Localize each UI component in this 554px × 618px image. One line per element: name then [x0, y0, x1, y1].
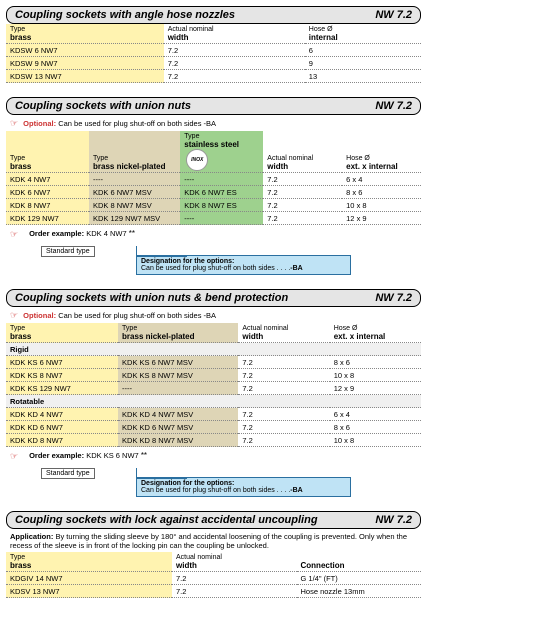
inox-icon: INOX	[186, 149, 208, 171]
table-row: KDK KS 129 NW7----7.212 x 9	[6, 382, 421, 395]
section-title: Coupling sockets with union nuts & bend …	[15, 292, 375, 304]
table-row: KDSW 9 NW77.29	[6, 57, 421, 70]
nw-badge: NW 7.2	[375, 100, 412, 112]
section-lock-uncoupling: Coupling sockets with lock against accid…	[6, 511, 548, 598]
table-row: KDK KS 6 NW7KDK KS 6 NW7 MSV7.28 x 6	[6, 356, 421, 369]
table-row: KDSW 13 NW77.213	[6, 70, 421, 83]
table-row: KDK KD 8 NW7KDK KD 8 NW7 MSV7.210 x 8	[6, 434, 421, 447]
optional-note: Optional: Can be used for plug shut-off …	[6, 118, 421, 129]
section-title: Coupling sockets with angle hose nozzles	[15, 9, 375, 21]
table-row: KDK 6 NW7KDK 6 NW7 MSVKDK 6 NW7 ES7.28 x…	[6, 186, 421, 199]
standard-type-box: Standard type	[41, 468, 95, 479]
table-angle-nozzles: Typebrass Actual nominalwidth Hose Øinte…	[6, 24, 421, 83]
optional-note: Optional: Can be used for plug shut-off …	[6, 310, 421, 321]
table-bend-protection: Typebrass Typebrass nickel-plated Actual…	[6, 323, 421, 447]
order-example: Order example: KDK KS 6 NW7 **	[10, 451, 421, 462]
table-row: KDK KS 8 NW7KDK KS 8 NW7 MSV7.210 x 8	[6, 369, 421, 382]
designation-box: Designation for the options: Can be used…	[136, 255, 351, 275]
nw-badge: NW 7.2	[375, 292, 412, 304]
designation-box: Designation for the options: Can be used…	[136, 477, 351, 497]
table-row: KDK 129 NW7KDK 129 NW7 MSV----7.212 x 9	[6, 212, 421, 225]
order-example: Order example: KDK 4 NW7 **	[10, 229, 421, 240]
section-title: Coupling sockets with lock against accid…	[15, 514, 375, 526]
section-header: Coupling sockets with union nuts & bend …	[6, 289, 421, 307]
section-union-nuts-bend: Coupling sockets with union nuts & bend …	[6, 289, 548, 497]
section-header: Coupling sockets with union nuts NW 7.2	[6, 97, 421, 115]
table-row: KDSW 6 NW77.26	[6, 44, 421, 57]
nw-badge: NW 7.2	[375, 9, 412, 21]
table-row: KDK KD 6 NW7KDK KD 6 NW7 MSV7.28 x 6	[6, 421, 421, 434]
table-lock: Typebrass Actual nominalwidth Connection…	[6, 552, 421, 598]
section-header: Coupling sockets with angle hose nozzles…	[6, 6, 421, 24]
table-row: KDK KD 4 NW7KDK KD 4 NW7 MSV7.26 x 4	[6, 408, 421, 421]
table-union-nuts: Typebrass Typebrass nickel-plated Typest…	[6, 131, 421, 225]
section-title: Coupling sockets with union nuts	[15, 100, 375, 112]
standard-type-box: Standard type	[41, 246, 95, 257]
section-angle-hose-nozzles: Coupling sockets with angle hose nozzles…	[6, 6, 548, 83]
section-union-nuts: Coupling sockets with union nuts NW 7.2 …	[6, 97, 548, 275]
nw-badge: NW 7.2	[375, 514, 412, 526]
table-row: KDK 8 NW7KDK 8 NW7 MSVKDK 8 NW7 ES7.210 …	[6, 199, 421, 212]
table-row: KDSV 13 NW77.2Hose nozzle 13mm	[6, 585, 421, 598]
table-row: KDK 4 NW7--------7.26 x 4	[6, 173, 421, 186]
table-row: KDGIV 14 NW77.2G 1/4" (FT)	[6, 572, 421, 585]
section-header: Coupling sockets with lock against accid…	[6, 511, 421, 529]
application-note: Application: By turning the sliding slee…	[6, 532, 421, 550]
